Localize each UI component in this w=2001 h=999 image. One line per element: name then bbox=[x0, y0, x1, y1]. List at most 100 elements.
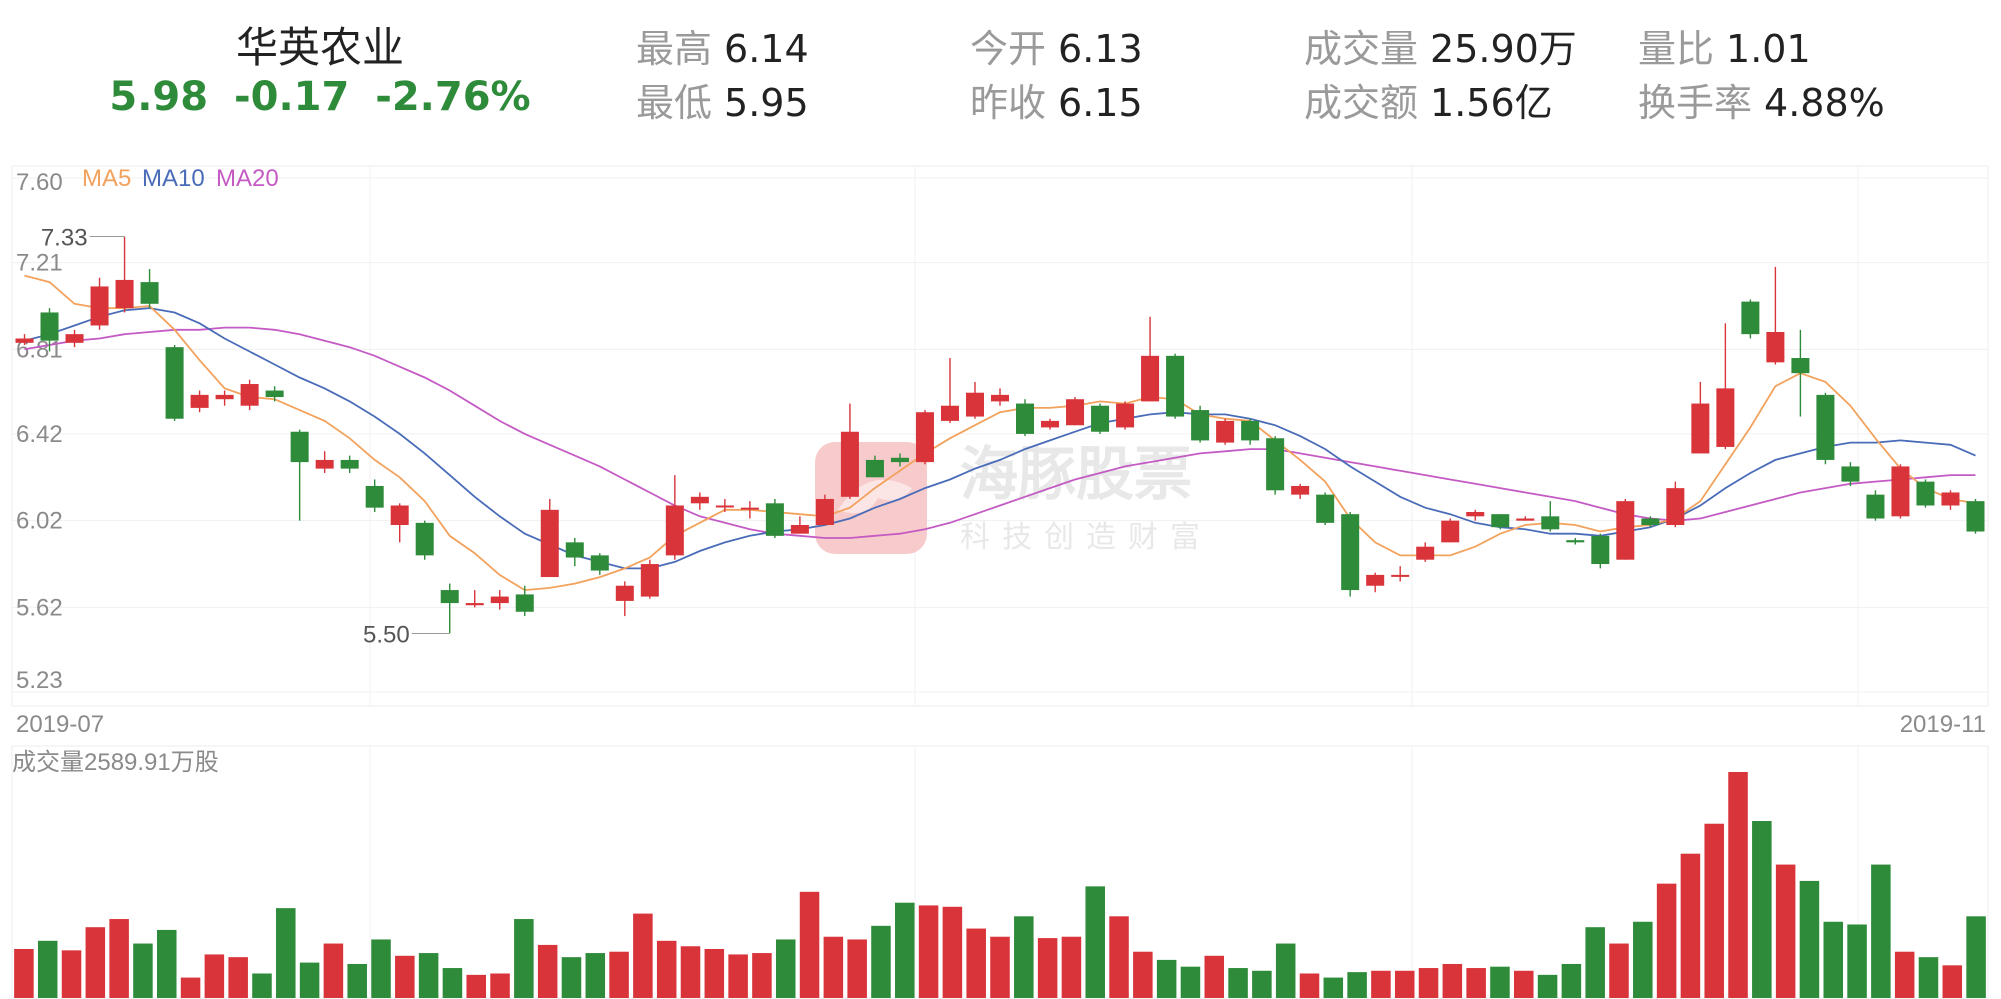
volume-bar bbox=[633, 913, 653, 998]
candle-body bbox=[1191, 410, 1210, 441]
candle-body bbox=[1341, 514, 1360, 591]
candle bbox=[915, 410, 934, 465]
candle-body bbox=[1766, 331, 1785, 363]
volume-bar bbox=[1156, 959, 1177, 998]
volume-bar bbox=[1513, 970, 1534, 998]
volume-bar bbox=[1847, 924, 1867, 998]
candle bbox=[1691, 381, 1710, 454]
candle bbox=[1966, 498, 1985, 534]
x-label-start: 2019-07 bbox=[16, 711, 104, 738]
candle bbox=[490, 590, 509, 610]
candle bbox=[1266, 436, 1285, 495]
candle-body bbox=[1891, 466, 1910, 517]
candle bbox=[415, 520, 434, 560]
candle bbox=[1491, 514, 1510, 530]
price-annotations: 7.33 5.50 bbox=[41, 225, 450, 648]
candle bbox=[765, 498, 784, 539]
stat-high: 最高 6.14 bbox=[636, 18, 809, 73]
volume-bar bbox=[276, 908, 296, 998]
volume-bar bbox=[85, 927, 106, 998]
candle-body bbox=[1416, 546, 1435, 560]
candle-body bbox=[1941, 492, 1960, 506]
candle-body bbox=[115, 279, 134, 309]
volume-bar bbox=[1752, 821, 1772, 998]
candle-body bbox=[1066, 399, 1085, 426]
y-tick-label: 5.62 bbox=[16, 594, 63, 621]
volume-bar bbox=[418, 953, 439, 998]
volume-bar bbox=[1656, 883, 1677, 998]
candle-body bbox=[1691, 403, 1710, 454]
candle-body bbox=[1041, 420, 1060, 428]
candle-body bbox=[15, 338, 34, 343]
volume-bar bbox=[1347, 972, 1367, 998]
candle bbox=[715, 498, 734, 512]
watermark-title: 海豚股票 bbox=[960, 442, 1192, 507]
candle-body bbox=[665, 505, 684, 556]
volume-bar bbox=[1490, 966, 1510, 998]
volume-bar bbox=[871, 925, 891, 998]
candle bbox=[1316, 492, 1335, 526]
volume-bar bbox=[1537, 974, 1558, 998]
candle bbox=[1891, 464, 1910, 519]
stat-label: 今开 bbox=[970, 27, 1047, 71]
volume-bar bbox=[585, 953, 606, 998]
candle-body bbox=[365, 485, 384, 508]
stat-value: 4.88% bbox=[1764, 81, 1885, 125]
stat-volume-ratio: 量比 1.01 bbox=[1638, 18, 1811, 73]
candle bbox=[1841, 462, 1860, 486]
stat-label: 换手率 bbox=[1638, 81, 1753, 125]
candle bbox=[1541, 501, 1560, 532]
dolphin-icon bbox=[838, 479, 912, 514]
volume-bar bbox=[347, 963, 367, 998]
candle-body bbox=[615, 585, 634, 601]
legend-ma10: MA10 bbox=[142, 165, 205, 192]
stat-value: 1.01 bbox=[1726, 27, 1811, 71]
candle-body bbox=[1216, 420, 1235, 443]
candle-body bbox=[1966, 501, 1985, 532]
candle bbox=[1416, 542, 1435, 562]
candle bbox=[840, 403, 859, 499]
stat-value: 6.15 bbox=[1058, 81, 1143, 125]
candle-body bbox=[165, 347, 184, 419]
candle-body bbox=[515, 594, 534, 612]
volume-bar bbox=[442, 968, 463, 998]
candle bbox=[390, 503, 409, 543]
stat-turnover-amount: 成交额 1.56亿 bbox=[1304, 72, 1553, 127]
volume-bar bbox=[1394, 970, 1415, 998]
candle bbox=[190, 390, 209, 413]
watermark-subtitle: 科技创造财富 bbox=[960, 521, 1212, 554]
candle bbox=[1591, 533, 1610, 569]
y-tick-label: 6.42 bbox=[16, 421, 63, 448]
candle bbox=[1791, 329, 1810, 417]
candle bbox=[1141, 316, 1160, 402]
candle-body bbox=[840, 431, 859, 497]
volume-bar bbox=[1037, 938, 1058, 998]
price-change-pct: -2.76% bbox=[375, 74, 531, 120]
candle bbox=[1566, 538, 1585, 545]
volume-bar bbox=[1942, 965, 1963, 998]
volume-bar bbox=[1061, 936, 1082, 998]
volume-bar bbox=[1680, 853, 1701, 998]
candle-body bbox=[215, 394, 234, 400]
candle bbox=[1741, 299, 1760, 339]
candle bbox=[290, 429, 309, 521]
volume-bar bbox=[156, 929, 177, 998]
candle-body bbox=[915, 412, 934, 463]
stat-volume: 成交量 25.90万 bbox=[1304, 18, 1577, 73]
candle bbox=[1941, 490, 1960, 510]
volume-bar bbox=[1894, 951, 1915, 998]
volume-bar bbox=[1704, 823, 1724, 998]
price-axis-ticks: 7.607.216.816.426.025.625.23 bbox=[16, 169, 63, 694]
candle-body bbox=[1916, 481, 1935, 506]
volume-bar bbox=[942, 906, 963, 998]
candle bbox=[1916, 479, 1935, 508]
volume-bar bbox=[609, 951, 629, 998]
candle bbox=[890, 453, 909, 467]
volume-title: 成交量2589.91万股 bbox=[12, 749, 219, 776]
stat-label: 昨收 bbox=[970, 81, 1047, 125]
candle bbox=[1066, 397, 1085, 426]
volume-bar bbox=[1085, 886, 1105, 998]
candle-body bbox=[1541, 516, 1560, 530]
candle-body bbox=[940, 405, 959, 421]
